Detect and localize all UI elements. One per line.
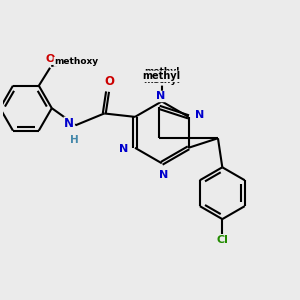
Text: N: N [64,117,74,130]
Text: methoxy: methoxy [54,57,98,66]
Text: H: H [70,135,79,145]
Text: methyl: methyl [143,76,180,85]
Text: N: N [195,110,204,119]
Text: N: N [119,144,128,154]
Text: methyl: methyl [143,71,181,81]
Text: O: O [46,54,55,64]
Text: Cl: Cl [216,235,228,245]
Text: methyl: methyl [144,67,179,76]
Text: O: O [104,75,114,88]
Text: N: N [159,170,168,180]
Text: N: N [156,92,165,101]
